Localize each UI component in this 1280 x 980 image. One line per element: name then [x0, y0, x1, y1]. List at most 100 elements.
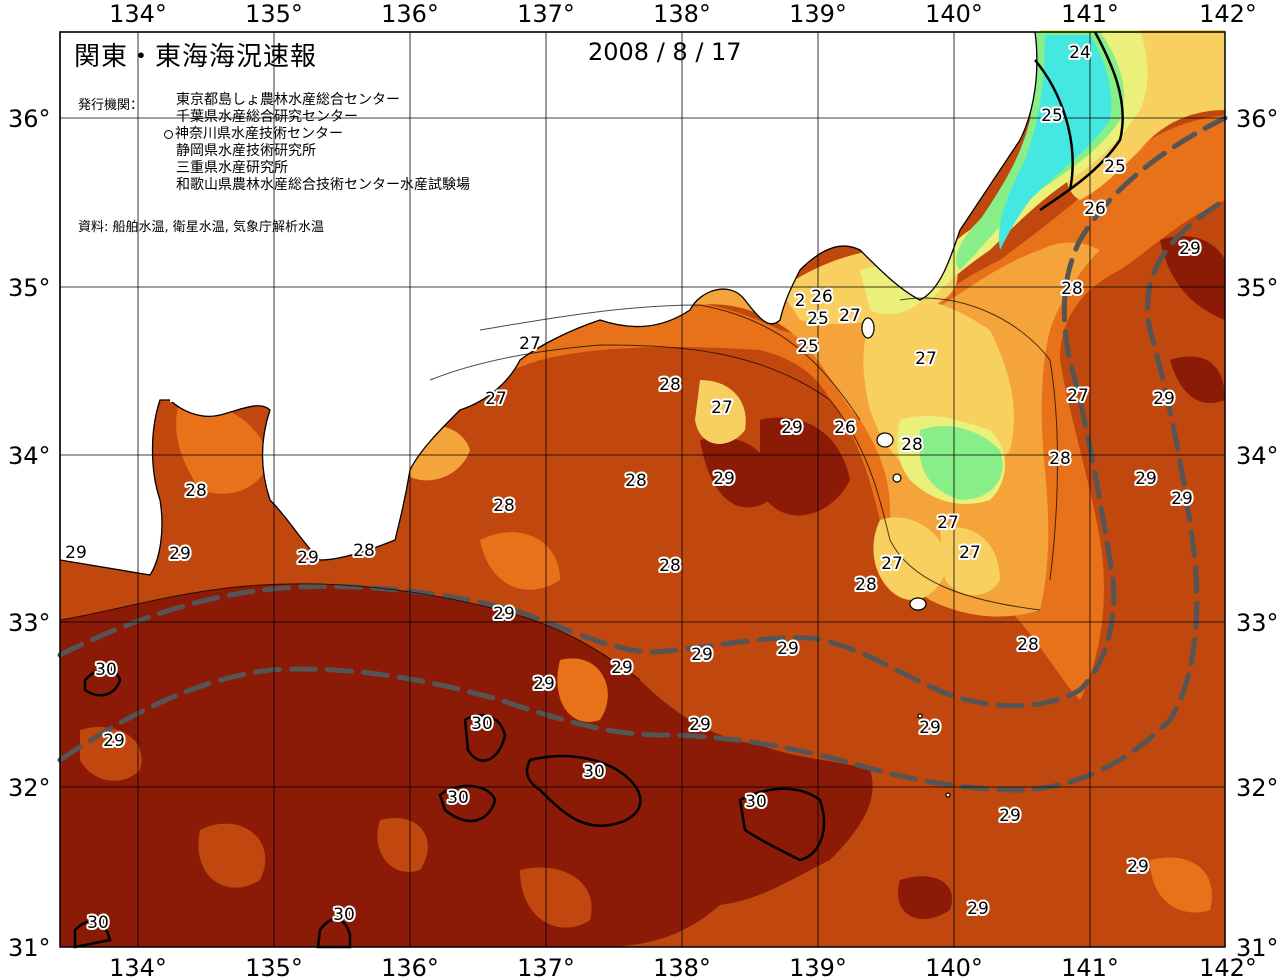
sea-23-zone: [999, 35, 1112, 250]
latitude-tick-label: 31°: [8, 934, 51, 962]
longitude-tick-label: 139°: [789, 954, 847, 980]
institution-item: 神奈川県水産技術センター: [164, 126, 470, 143]
contour-label: 29: [65, 543, 87, 563]
contour-label: 27: [1067, 386, 1089, 406]
contour-label: 28: [855, 575, 877, 595]
longitude-tick-label: 141°: [1061, 0, 1119, 28]
sea-27-patch: [980, 296, 1050, 334]
contour-label: 29: [103, 731, 125, 751]
contour-label: 28: [1061, 279, 1083, 299]
longitude-tick-label: 137°: [517, 954, 575, 980]
contour-label: 27: [711, 398, 733, 418]
map-title: 関東・東海海況速報: [74, 42, 318, 72]
contour-label: 27: [959, 543, 981, 563]
contour-label: 28: [1017, 635, 1039, 655]
contour-label: 29: [1179, 239, 1201, 259]
institutions-label: 発行機関：: [78, 98, 144, 113]
contour-label: 26: [834, 418, 856, 438]
contour-label: 25: [807, 309, 829, 329]
contour-label: 24: [1069, 43, 1091, 63]
sea-28-patch: [176, 400, 270, 494]
contour-label: 29: [967, 899, 989, 919]
latitude-tick-label: 32°: [1236, 774, 1279, 802]
institution-item: 千葉県水産総合研究センター: [176, 109, 358, 125]
contour-label: 25: [1104, 157, 1126, 177]
institution-item: 東京都島しょ農林水産総合センター: [176, 92, 400, 108]
longitude-tick-label: 141°: [1061, 954, 1119, 980]
contour-label: 28: [659, 375, 681, 395]
institution-item-text: 神奈川県水産技術センター: [175, 126, 343, 142]
contour-label: 29: [713, 469, 735, 489]
isotherm-lines: [59, 297, 1058, 681]
contour-label: 29: [1153, 389, 1175, 409]
sea-24-zone: [919, 426, 1003, 500]
institution-item: 和歌山県農林水産総合技術センター水産試験場: [176, 177, 470, 193]
latitude-tick-label: 34°: [1236, 442, 1279, 470]
contour-label: 26: [811, 287, 833, 307]
sea-30-patch: [760, 417, 850, 516]
contour-label: 25: [1041, 106, 1063, 126]
latitude-tick-label: 36°: [1236, 105, 1279, 133]
contour-label: 30: [447, 788, 469, 808]
longitude-labels-top: 134° 135° 136° 137° 138° 139° 140° 141° 142°: [109, 0, 1257, 28]
contour-label: 29: [1171, 489, 1193, 509]
sea-28-patch: [1150, 857, 1212, 913]
contour-label: 30: [95, 660, 117, 680]
longitude-tick-label: 136°: [381, 954, 439, 980]
institutions-list: 東京都島しょ農林水産総合センター 千葉県水産総合研究センター 神奈川県水産技術セ…: [164, 92, 470, 194]
longitude-tick-label: 136°: [381, 0, 439, 28]
map-frame: [59, 31, 1226, 948]
contour-label: 30: [333, 905, 355, 925]
latitude-labels-left: 36° 35° 34° 33° 32° 31°: [8, 105, 51, 962]
data-source: 資料: 船舶水温, 衛星水温, 気象庁解析水温: [78, 220, 325, 235]
latitude-tick-label: 34°: [8, 442, 51, 470]
sea-30-patch: [898, 876, 952, 919]
longitude-tick-label: 142°: [1199, 954, 1257, 980]
contour-label: 27: [839, 306, 861, 326]
sea-28-patch: [480, 532, 560, 590]
sea-29-patch: [377, 818, 428, 872]
contour-label: 29: [533, 674, 555, 694]
graticule: [60, 32, 1225, 947]
longitude-tick-label: 140°: [925, 954, 983, 980]
contour-label: 29: [689, 715, 711, 735]
land-mass: [59, 31, 1038, 576]
contour-label: 28: [493, 496, 515, 516]
sea-29-patch: [198, 823, 266, 888]
sea-29-patch: [80, 726, 142, 781]
osaka-bay-white: [170, 330, 320, 402]
contour-label: 29: [919, 718, 941, 738]
latitude-tick-label: 33°: [8, 609, 51, 637]
sea-29-patch: [520, 867, 592, 928]
longitude-tick-label: 134°: [109, 0, 167, 28]
contour-label: 29: [493, 604, 515, 624]
longitude-tick-label: 142°: [1199, 0, 1257, 28]
longitude-tick-label: 134°: [109, 954, 167, 980]
contour-label: 27: [485, 389, 507, 409]
station-marker-icon: [164, 129, 173, 139]
latitude-labels-right: 36° 35° 34° 33° 32° 31°: [1236, 105, 1279, 962]
longitude-tick-label: 138°: [653, 0, 711, 28]
longitude-labels-bottom: 134° 135° 136° 137° 138° 139° 140° 141° 142°: [109, 954, 1257, 980]
contour-label: 28: [659, 556, 681, 576]
contour-label: 30: [583, 762, 605, 782]
contour-label: 27: [881, 554, 903, 574]
isotherm-30-lines: [73, 31, 1124, 949]
contour-label: 29: [691, 645, 713, 665]
contour-label: 27: [915, 349, 937, 369]
contour-label: 29: [1135, 469, 1157, 489]
institution-item: 三重県水産研究所: [176, 160, 288, 176]
longitude-tick-label: 135°: [245, 954, 303, 980]
longitude-tick-label: 139°: [789, 0, 847, 28]
contour-label: 26: [1084, 199, 1106, 219]
contour-label: 29: [1127, 857, 1149, 877]
latitude-tick-label: 31°: [1236, 934, 1279, 962]
contour-label: 30: [471, 714, 493, 734]
sea-26-zone: [940, 527, 1000, 595]
kuroshio-axis: [57, 115, 1228, 793]
latitude-tick-label: 33°: [1236, 609, 1279, 637]
contour-label: 29: [297, 548, 319, 568]
sea-28-patch: [557, 658, 608, 722]
